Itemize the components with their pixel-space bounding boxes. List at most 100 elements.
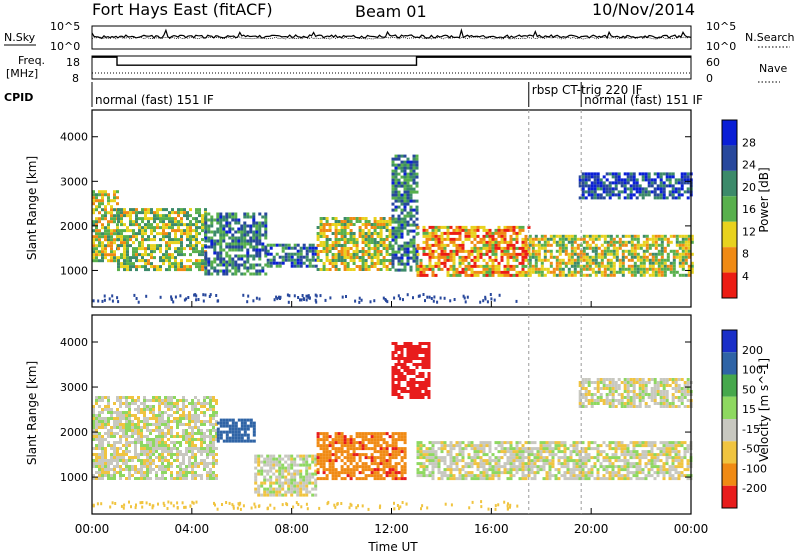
heatmap-cell bbox=[146, 426, 149, 429]
heatmap-cell bbox=[167, 447, 170, 450]
heatmap-cell bbox=[597, 261, 601, 265]
heatmap-cell bbox=[213, 239, 217, 243]
heatmap-cell bbox=[191, 420, 194, 423]
heatmap-cell bbox=[305, 255, 309, 259]
heatmap-cell bbox=[352, 256, 356, 259]
heatmap-cell bbox=[621, 234, 625, 238]
heatmap-cell bbox=[254, 490, 258, 494]
heatmap-cell bbox=[258, 212, 262, 216]
heatmap-cell bbox=[415, 345, 419, 348]
heatmap-cell bbox=[500, 228, 504, 232]
heatmap-cell bbox=[403, 390, 407, 393]
heatmap-cell bbox=[258, 224, 262, 228]
heatmap-cell bbox=[173, 441, 176, 444]
heatmap-cell bbox=[252, 272, 256, 276]
heatmap-cell bbox=[150, 232, 153, 236]
heatmap-cell bbox=[633, 243, 637, 247]
heatmap-cell bbox=[261, 224, 265, 228]
heatmap-cell bbox=[153, 217, 156, 221]
heatmap-cell bbox=[485, 468, 489, 472]
heatmap-cell bbox=[299, 258, 303, 262]
heatmap-cell bbox=[314, 460, 318, 464]
heatmap-cell bbox=[132, 208, 135, 212]
heatmap-cell bbox=[409, 199, 413, 203]
heatmap-cell bbox=[385, 220, 389, 223]
heatmap-cell bbox=[153, 268, 156, 272]
heatmap-cell bbox=[452, 231, 456, 235]
heatmap-cell bbox=[113, 459, 116, 462]
heatmap-cell bbox=[485, 270, 489, 274]
heatmap-cell bbox=[92, 420, 95, 423]
heatmap-cell bbox=[612, 261, 616, 265]
heatmap-cell bbox=[117, 300, 120, 304]
heatmap-cell bbox=[194, 408, 197, 411]
freq-panel: Freq. [MHz] 18 8 60 0 Nave bbox=[6, 54, 787, 85]
heatmap-cell bbox=[314, 249, 318, 253]
heatmap-cell bbox=[421, 393, 425, 396]
heatmap-cell bbox=[168, 214, 171, 218]
heatmap-cell bbox=[216, 212, 220, 216]
heatmap-cell bbox=[521, 255, 525, 259]
heatmap-cell bbox=[297, 296, 300, 299]
heatmap-cell bbox=[141, 220, 144, 224]
heatmap-cell bbox=[341, 295, 344, 299]
heatmap-cell bbox=[352, 238, 356, 241]
heatmap-cell bbox=[149, 423, 152, 426]
heatmap-cell bbox=[376, 256, 380, 259]
heatmap-cell bbox=[164, 444, 167, 447]
heatmap-cell bbox=[252, 245, 256, 249]
heatmap-cell bbox=[213, 248, 217, 252]
heatmap-cell bbox=[415, 393, 419, 396]
heatmap-cell bbox=[246, 266, 250, 270]
heatmap-cell bbox=[210, 239, 214, 243]
heatmap-cell bbox=[104, 226, 107, 230]
heatmap-cell bbox=[161, 450, 164, 453]
heatmap-cell bbox=[415, 184, 419, 188]
heatmap-cell bbox=[602, 184, 606, 188]
heatmap-cell bbox=[641, 196, 645, 200]
heatmap-cell bbox=[524, 240, 528, 244]
heatmap-cell bbox=[503, 441, 507, 445]
heatmap-cell bbox=[255, 230, 259, 234]
heatmap-cell bbox=[443, 444, 447, 448]
heatmap-cell bbox=[165, 253, 168, 257]
heatmap-cell bbox=[182, 438, 185, 441]
heatmap-cell bbox=[647, 190, 651, 194]
heatmap-cell bbox=[149, 447, 152, 450]
heatmap-cell bbox=[204, 272, 208, 276]
heatmap-cell bbox=[644, 172, 648, 176]
heatmap-cell bbox=[281, 475, 285, 479]
heatmap-cell bbox=[446, 267, 450, 271]
heatmap-cell bbox=[228, 230, 232, 234]
heatmap-cell bbox=[400, 435, 404, 439]
heatmap-cell bbox=[397, 232, 401, 236]
heatmap-cell bbox=[349, 229, 353, 232]
heatmap-cell bbox=[585, 261, 589, 265]
heatmap-cell bbox=[334, 229, 338, 232]
station-title: Fort Hays East (fitACF) bbox=[92, 0, 273, 19]
heatmap-cell bbox=[590, 184, 594, 188]
heatmap-cell bbox=[388, 235, 392, 238]
heatmap-cell bbox=[397, 259, 401, 263]
heatmap-cell bbox=[585, 240, 589, 244]
heatmap-cell bbox=[573, 246, 577, 250]
heatmap-cell bbox=[206, 435, 209, 438]
heatmap-cell bbox=[212, 477, 215, 480]
heatmap-cell bbox=[415, 172, 419, 176]
heatmap-cell bbox=[500, 444, 504, 448]
heatmap-cell bbox=[189, 265, 192, 269]
heatmap-cell bbox=[193, 293, 196, 297]
heatmap-cell bbox=[98, 405, 101, 408]
heatmap-cell bbox=[352, 244, 356, 247]
heatmap-cell bbox=[467, 231, 471, 235]
heatmap-cell bbox=[243, 260, 247, 264]
heatmap-cell bbox=[122, 411, 125, 414]
heatmap-cell bbox=[158, 459, 161, 462]
heatmap-cell bbox=[92, 196, 95, 200]
heatmap-cell bbox=[125, 414, 128, 417]
heatmap-cell bbox=[425, 264, 429, 268]
heatmap-cell bbox=[581, 184, 585, 188]
heatmap-cell bbox=[111, 294, 114, 298]
heatmap-cell bbox=[361, 217, 365, 220]
heatmap-cell bbox=[116, 414, 119, 417]
